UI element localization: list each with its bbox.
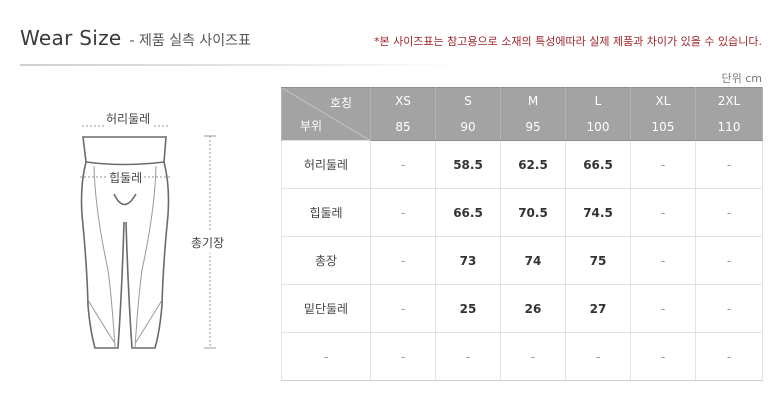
notice-text: *본 사이즈표는 참고용으로 소재의 특성에따라 실제 제품과 차이가 있을 수… [373, 35, 762, 48]
table-cell: - [370, 236, 436, 285]
table-cell: - [695, 284, 763, 333]
table-cell: - [370, 188, 436, 237]
corner-top-label: 호칭 [329, 96, 352, 110]
table-cell: - [630, 332, 696, 381]
table-cell: 75 [565, 236, 631, 285]
table-cell: 62.5 [500, 140, 566, 189]
table-cell: - [630, 236, 696, 285]
page-title: Wear Size - 제품 실측 사이즈표 [20, 26, 251, 52]
table-cell: - [630, 284, 696, 333]
table-cell: 70.5 [500, 188, 566, 237]
row-label: 힙둘레 [281, 188, 371, 237]
table-cell: - [565, 332, 631, 381]
size-number: 110 [695, 114, 763, 141]
subtitle-text: - 제품 실측 사이즈표 [129, 33, 251, 49]
size-number: 95 [500, 114, 566, 141]
size-table: 호칭 부위 XS S M L XL 2XL 85 90 95 100 105 1… [281, 87, 763, 381]
table-cell: 58.5 [435, 140, 501, 189]
table-row: 총장 - 73 74 75 - - [281, 236, 763, 285]
table-cell: - [500, 332, 566, 381]
size-header: XS [370, 87, 436, 114]
table-cell: 66.5 [565, 140, 631, 189]
table-cell: 74 [500, 236, 566, 285]
size-header: S [435, 87, 501, 114]
table-cell: - [695, 140, 763, 189]
title-text: Wear Size [20, 26, 122, 50]
size-number-row: 85 90 95 100 105 110 [282, 114, 763, 141]
table-cell: - [370, 284, 436, 333]
table-cell: 66.5 [435, 188, 501, 237]
corner-header-cell: 호칭 부위 [281, 87, 371, 141]
table-row: 허리둘레 - 58.5 62.5 66.5 - - [281, 140, 763, 189]
table-cell: - [695, 236, 763, 285]
table-cell: - [695, 188, 763, 237]
title-divider [20, 64, 460, 66]
unit-label: 단위 cm [721, 72, 763, 85]
table-cell: 26 [500, 284, 566, 333]
row-label: - [281, 332, 371, 381]
table-cell: - [370, 332, 436, 381]
leggings-illustration: 허리둘레 힙둘레 총기장 [0, 90, 260, 390]
table-cell: 74.5 [565, 188, 631, 237]
table-row: 힙둘레 - 66.5 70.5 74.5 - - [281, 188, 763, 237]
size-number: 85 [370, 114, 436, 141]
length-label: 총기장 [191, 232, 225, 253]
table-cell: 25 [435, 284, 501, 333]
table-cell: - [695, 332, 763, 381]
row-label: 밑단둘레 [281, 284, 371, 333]
size-number: 100 [565, 114, 631, 141]
corner-bottom-label: 부위 [300, 119, 323, 133]
table-cell: - [435, 332, 501, 381]
size-label-row: 호칭 부위 XS S M L XL 2XL [281, 87, 763, 141]
size-header: M [500, 87, 566, 114]
table-row: 밑단둘레 - 25 26 27 - - [281, 284, 763, 333]
waist-label: 허리둘레 [104, 110, 153, 127]
table-cell: 73 [435, 236, 501, 285]
row-label: 총장 [281, 236, 371, 285]
table-cell: - [370, 140, 436, 189]
table-cell: 27 [565, 284, 631, 333]
table-row: - - - - - - - [281, 332, 763, 381]
size-header: L [565, 87, 631, 114]
size-number: 105 [630, 114, 696, 141]
size-number: 90 [435, 114, 501, 141]
row-label: 허리둘레 [281, 140, 371, 189]
table-cell: - [630, 188, 696, 237]
diagonal-divider [282, 88, 371, 141]
table-cell: - [630, 140, 696, 189]
size-header: 2XL [695, 87, 763, 114]
size-header: XL [630, 87, 696, 114]
hip-label: 힙둘레 [107, 169, 145, 186]
